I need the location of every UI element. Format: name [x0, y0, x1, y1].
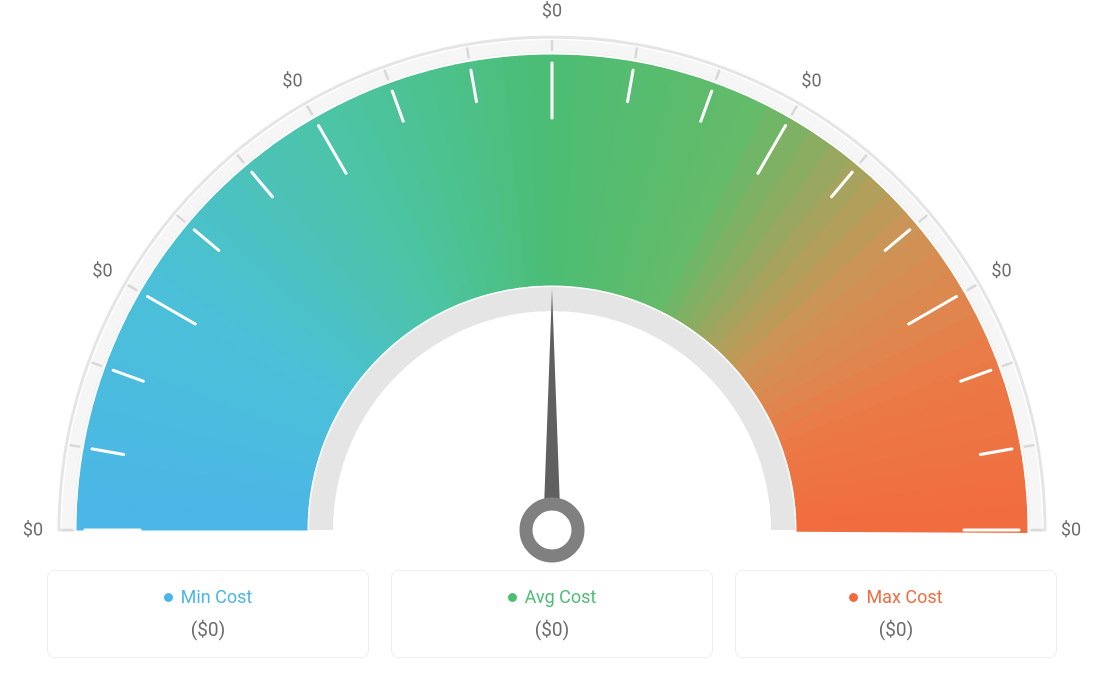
legend-label-row: Avg Cost [508, 587, 597, 608]
legend-label: Avg Cost [525, 587, 597, 608]
gauge-svg [32, 30, 1072, 590]
legend-value: ($0) [535, 618, 569, 641]
legend-label-row: Max Cost [849, 587, 942, 608]
legend-label: Min Cost [181, 587, 253, 608]
gauge-scale-label: $0 [801, 70, 821, 91]
legend-card: Max Cost ($0) [735, 570, 1057, 658]
gauge-scale-label: $0 [1061, 520, 1081, 541]
legend-dot-icon [508, 593, 517, 602]
gauge-scale-label: $0 [282, 70, 302, 91]
gauge-scale-label: $0 [542, 1, 562, 22]
legend-label-row: Min Cost [164, 587, 253, 608]
gauge-chart: $0 $0 $0 $0 $0 $0 $0 [0, 0, 1104, 560]
gauge-scale-label: $0 [92, 260, 112, 281]
legend-card: Avg Cost ($0) [391, 570, 713, 658]
legend-value: ($0) [191, 618, 225, 641]
legend-value: ($0) [879, 618, 913, 641]
legend-row: Min Cost ($0) Avg Cost ($0) Max Cost ($0) [47, 570, 1057, 658]
legend-card: Min Cost ($0) [47, 570, 369, 658]
legend-dot-icon [849, 593, 858, 602]
gauge-scale-label: $0 [991, 260, 1011, 281]
legend-label: Max Cost [866, 587, 942, 608]
gauge-scale-label: $0 [23, 520, 43, 541]
legend-dot-icon [164, 593, 173, 602]
